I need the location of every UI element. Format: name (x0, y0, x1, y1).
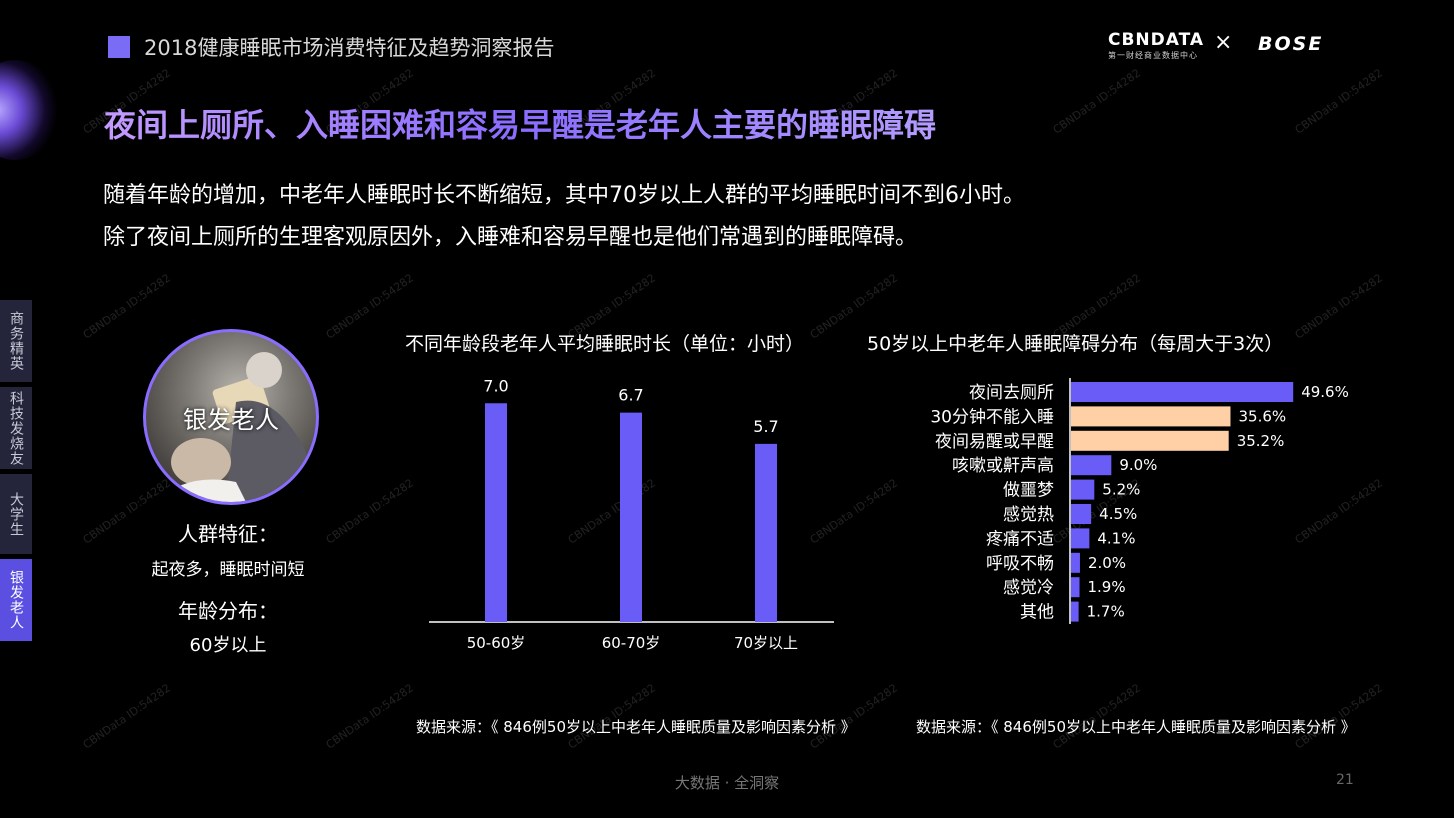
chart2-value-label: 2.0% (1088, 554, 1126, 572)
watermark-text: CBNData ID:54282 (323, 271, 416, 342)
chart2-source: 数据来源：《 846例50岁以上中老年人睡眠质量及影响因素分析 》 (916, 718, 1356, 736)
chart1-category-label: 50-60岁 (467, 634, 526, 652)
chart2-bar (1071, 406, 1231, 427)
chart2-value-label: 49.6% (1301, 383, 1349, 401)
footer-slogan: 大数据 · 全洞察 (674, 774, 780, 792)
chart2-value-label: 1.7% (1087, 603, 1125, 621)
chart2-value-label: 9.0% (1119, 456, 1157, 474)
chart-title-sleep-duration: 不同年龄段老年人平均睡眠时长（单位：小时） (405, 333, 805, 355)
watermark-text: CBNData ID:54282 (80, 271, 173, 342)
watermark-text: CBNData ID:54282 (80, 681, 173, 752)
chart1-category-label: 70岁以上 (734, 634, 798, 652)
cbndata-logo: CBNDATA (1108, 30, 1205, 50)
persona-feature-label: 人群特征： (178, 522, 278, 546)
watermark-text: CBNData ID:54282 (1292, 66, 1385, 137)
chart2-bar (1071, 455, 1112, 476)
sleep-disorder-bar-chart: 夜间去厕所 49.6% 30分钟不能入睡 35.6% 夜间易醒或早醒 35.2% 咳嗽或鼾声… (930, 378, 1349, 624)
watermark-text: CBNData ID:54282 (1292, 271, 1385, 342)
chart2-category-label: 疼痛不适 (986, 529, 1054, 549)
chart2-bar (1071, 552, 1080, 573)
persona-age-value: 60岁以上 (189, 635, 267, 656)
sidebar-item-tech-enthusiast[interactable]: 科技发烧友 (0, 387, 32, 469)
chart2-bar (1071, 504, 1092, 524)
collab-x-icon: × (1214, 30, 1233, 55)
decorative-glow (0, 60, 60, 160)
chart1-value-label: 6.7 (618, 386, 643, 405)
chart2-category-label: 夜间去厕所 (969, 383, 1054, 403)
chart2-category-label: 夜间易醒或早醒 (935, 432, 1054, 452)
page-title: 夜间上厕所、入睡困难和容易早醒是老年人主要的睡眠障碍 (104, 100, 936, 146)
chart2-category-label: 其他 (1020, 603, 1054, 623)
watermark-text: CBNData ID:54282 (323, 681, 416, 752)
cbndata-logo-subtitle: 第一财经商业数据中心 (1108, 51, 1198, 60)
chart1-bar (620, 412, 642, 622)
elderly-persona-photo (143, 329, 319, 505)
chart2-category-label: 咳嗽或鼾声高 (952, 456, 1054, 476)
report-title: 2018健康睡眠市场消费特征及趋势洞察报告 (144, 36, 555, 60)
subtitle-line-2: 除了夜间上厕所的生理客观原因外，入睡难和容易早醒也是他们常遇到的睡眠障碍。 (103, 225, 918, 250)
chart2-bar (1071, 430, 1229, 451)
persona-feature-value: 起夜多，睡眠时间短 (151, 560, 305, 580)
sleep-duration-bar-chart: 7.0 50-60岁 6.7 60-70岁 5.7 70岁以上 (429, 376, 834, 652)
watermark-text: CBNData ID:54282 (1050, 66, 1143, 137)
chart1-value-label: 7.0 (483, 376, 508, 395)
header-accent-square (108, 36, 130, 58)
chart2-bar (1071, 601, 1079, 622)
persona-name: 银发老人 (183, 406, 279, 434)
chart1-bar (755, 443, 777, 622)
chart2-bar (1071, 479, 1095, 500)
chart-title-sleep-disorders: 50岁以上中老年人睡眠障碍分布（每周大于3次） (867, 333, 1284, 355)
sidebar-item-business-elite[interactable]: 商务精英 (0, 300, 32, 382)
sidebar-item-college-student[interactable]: 大学生 (0, 474, 32, 554)
chart2-bar (1071, 528, 1090, 549)
chart1-source: 数据来源：《 846例50岁以上中老年人睡眠质量及影响因素分析 》 (416, 718, 856, 736)
chart2-category-label: 30分钟不能入睡 (930, 407, 1054, 427)
chart2-value-label: 4.5% (1099, 505, 1137, 523)
bose-logo: BOSE (1258, 33, 1324, 55)
sidebar-item-silver-elderly[interactable]: 银发老人 (0, 559, 32, 641)
elderly-couple-illustration (156, 352, 306, 502)
chart2-bar (1071, 382, 1294, 402)
chart2-category-label: 感觉冷 (1003, 578, 1054, 598)
chart2-bar (1071, 577, 1080, 598)
chart1-bar (485, 403, 507, 622)
chart2-category-label: 呼吸不畅 (986, 554, 1054, 574)
chart1-value-label: 5.7 (753, 417, 778, 436)
chart2-value-label: 5.2% (1102, 481, 1140, 499)
chart2-category-label: 感觉热 (1003, 505, 1054, 525)
persona-age-label: 年龄分布： (178, 599, 278, 623)
chart2-category-label: 做噩梦 (1003, 481, 1054, 501)
subtitle-line-1: 随着年龄的增加，中老年人睡眠时长不断缩短，其中70岁以上人群的平均睡眠时间不到6… (103, 183, 1025, 208)
chart2-value-label: 1.9% (1088, 578, 1126, 596)
page-number: 21 (1336, 772, 1354, 788)
chart1-category-label: 60-70岁 (602, 634, 661, 652)
chart2-value-label: 4.1% (1097, 529, 1135, 547)
chart2-value-label: 35.6% (1238, 407, 1286, 425)
chart2-value-label: 35.2% (1237, 432, 1285, 450)
